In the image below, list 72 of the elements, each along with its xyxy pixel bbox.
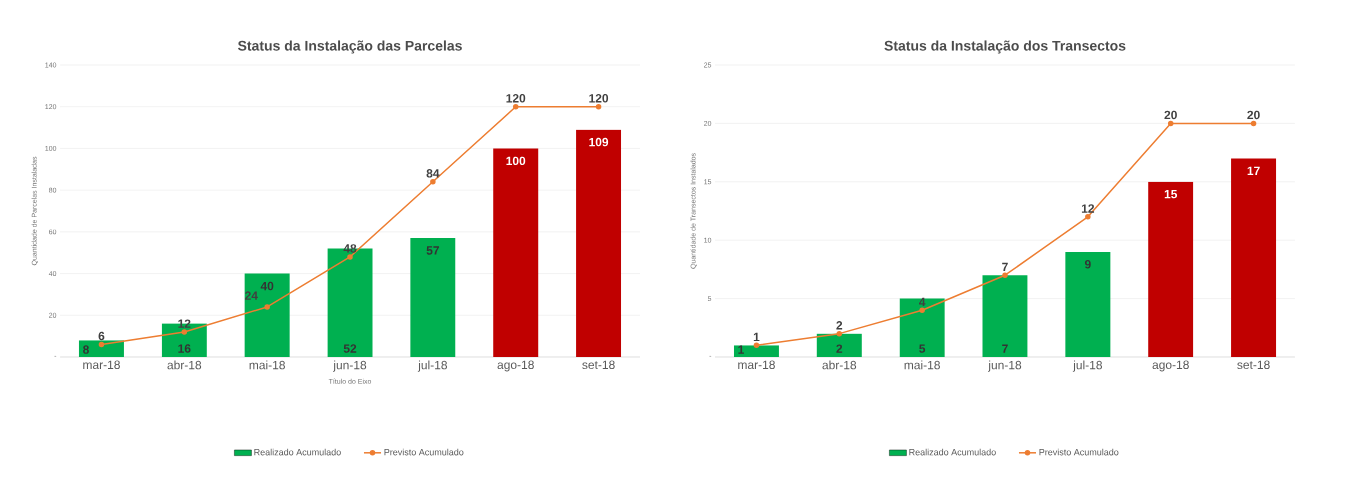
x-tick-label: abr-18 <box>167 360 202 370</box>
x-tick-label: set-18 <box>582 360 615 370</box>
bar <box>576 129 622 357</box>
bar <box>493 148 539 357</box>
data-label: 109 <box>589 137 609 147</box>
data-label: 52 <box>343 344 357 353</box>
point <box>1085 214 1091 220</box>
chart-title: Status da Instalação das Parcelas <box>237 40 462 54</box>
point <box>430 179 436 185</box>
legend-label: Previsto Acumulado <box>384 448 464 456</box>
data-label: 17 <box>1247 166 1260 175</box>
point <box>836 330 843 337</box>
data-label: 1 <box>738 345 744 354</box>
data-label: 100 <box>506 156 526 166</box>
x-tick-label: jul-18 <box>417 360 448 372</box>
data-label: 5 <box>919 344 926 353</box>
point <box>181 329 188 335</box>
point <box>1250 120 1257 127</box>
x-tick-label: jun-18 <box>333 360 367 372</box>
data-label: 40 <box>260 281 274 291</box>
data-label: 6 <box>98 331 105 341</box>
x-tick-label: set-18 <box>1237 360 1270 370</box>
legend-label: Realizado Acumulado <box>909 448 996 456</box>
x-tick-label: ago-18 <box>1152 360 1189 372</box>
bar <box>244 273 290 357</box>
point <box>98 341 105 348</box>
x-tick-label: mai-18 <box>904 360 940 370</box>
chart-title: Status da Instalação dos Transectos <box>884 40 1126 54</box>
data-label: 1 <box>753 332 760 342</box>
data-label: 120 <box>506 94 526 103</box>
x-tick-label: abr-18 <box>822 360 857 370</box>
data-label: 20 <box>1247 110 1260 120</box>
x-tick-label: mar-18 <box>83 360 120 370</box>
x-tick-label: jun-18 <box>988 360 1022 372</box>
data-label: 8 <box>83 345 89 354</box>
data-label: 84 <box>426 169 440 178</box>
data-label: 12 <box>178 319 191 328</box>
bar <box>816 333 862 357</box>
data-label: 9 <box>1084 260 1091 269</box>
data-label: 15 <box>1164 190 1178 199</box>
point <box>264 304 270 310</box>
data-label: 4 <box>919 297 926 307</box>
bar <box>1065 251 1111 357</box>
point <box>347 254 353 260</box>
data-label: 7 <box>1002 344 1008 353</box>
bar <box>1231 158 1277 357</box>
data-label: 20 <box>1164 110 1177 120</box>
x-tick-label: jul-18 <box>1072 360 1102 372</box>
data-label: 24 <box>245 291 258 300</box>
point <box>753 342 760 349</box>
x-tick-label: ago-18 <box>497 360 534 372</box>
point <box>1002 272 1008 278</box>
data-label: 48 <box>343 244 357 253</box>
legend-label: Previsto Acumulado <box>1039 448 1119 456</box>
bar <box>1148 181 1194 357</box>
x-tick-label: mai-18 <box>249 360 285 370</box>
data-label: 120 <box>589 94 609 103</box>
bar <box>982 275 1028 357</box>
data-label: 16 <box>178 344 191 353</box>
point <box>595 103 602 110</box>
bar <box>410 238 456 357</box>
legend-label: Realizado Acumulado <box>254 448 341 456</box>
point <box>1167 120 1174 127</box>
data-label: 7 <box>1002 262 1008 272</box>
bar <box>899 298 945 357</box>
data-label: 2 <box>836 321 843 330</box>
point <box>512 103 519 110</box>
point <box>919 307 925 314</box>
data-label: 57 <box>426 246 440 255</box>
data-label: 2 <box>836 344 843 353</box>
x-tick-label: mar-18 <box>738 360 775 370</box>
data-label: 12 <box>1081 204 1095 213</box>
